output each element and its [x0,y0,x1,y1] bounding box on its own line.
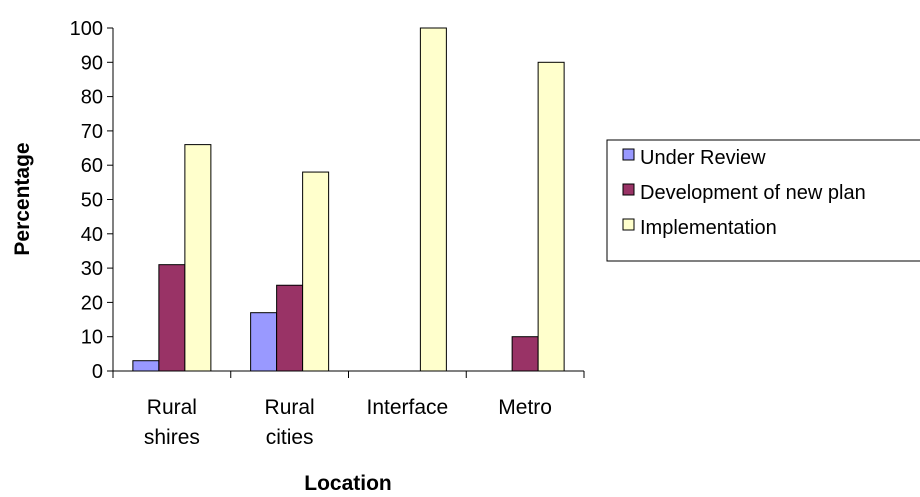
x-axis-title: Location [304,472,392,495]
y-tick-label: 90 [81,52,103,74]
legend-swatch [622,218,635,231]
x-category-label: Rural [265,396,315,419]
bar [250,312,278,372]
chart-labels: 0 10 20 30 40 50 60 70 80 90 100 Rural shires Rural ci… [70,18,552,449]
y-tick-label: 70 [81,121,103,143]
x-category-label: Rural [147,396,197,419]
legend-box [606,139,920,262]
y-tick-label: 60 [81,155,103,177]
legend-label: Implementation [640,217,777,239]
y-tick-label: 50 [81,190,103,212]
y-tick-label: 100 [70,18,103,40]
bar [537,61,565,372]
x-category-label: Metro [498,396,552,419]
bar [511,336,539,372]
legend: Under Review Development of new plan Imple… [606,139,920,262]
x-category-label: Interface [367,396,449,419]
legend-swatch [622,183,635,196]
y-tick-label: 30 [81,258,103,280]
y-tick-label: 80 [81,87,103,109]
x-category-label: shires [144,426,200,449]
chart-bars [132,27,565,372]
y-tick-label: 0 [92,361,103,383]
bar [302,171,330,372]
y-tick-label: 20 [81,292,103,314]
bar [419,27,447,372]
legend-label: Under Review [640,147,766,169]
y-tick-label: 10 [81,327,103,349]
bar [276,284,304,372]
x-category-label: cities [266,426,314,449]
bar [184,144,212,372]
y-tick-label: 40 [81,224,103,246]
legend-label: Development of new plan [640,182,866,204]
bar [132,360,160,372]
bar [158,264,186,372]
legend-swatch [622,148,635,161]
y-axis-title: Percentage [11,142,34,255]
